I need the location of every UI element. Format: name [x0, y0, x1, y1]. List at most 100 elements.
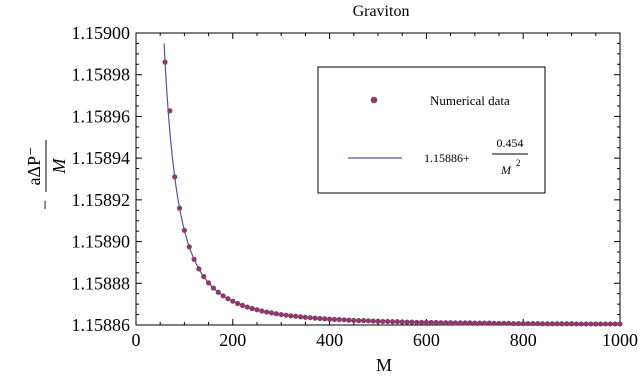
- data-point: [375, 318, 381, 324]
- data-point: [273, 311, 279, 317]
- x-tick-label: 1000: [602, 330, 638, 350]
- legend-point-marker: [370, 96, 378, 104]
- data-point: [235, 300, 241, 307]
- data-point: [477, 320, 483, 326]
- data-point: [457, 320, 463, 326]
- y-axis-title-numerator: aΔP⁻: [24, 146, 44, 185]
- data-point: [443, 320, 449, 326]
- data-point: [569, 321, 575, 327]
- data-point: [583, 321, 589, 327]
- y-tick-label: 1.15888: [72, 273, 131, 293]
- y-axis-title: − aΔP⁻ M: [24, 140, 69, 210]
- data-point: [472, 320, 478, 326]
- data-point: [360, 318, 367, 324]
- data-point: [423, 319, 429, 325]
- data-point: [535, 320, 541, 327]
- data-point: [297, 314, 304, 320]
- data-point: [268, 310, 275, 316]
- data-point: [196, 266, 202, 272]
- data-point: [564, 321, 570, 327]
- data-point: [598, 321, 604, 327]
- x-tick-label: 800: [510, 330, 537, 350]
- legend-fit-denominator: M: [500, 163, 512, 177]
- data-point: [496, 320, 502, 326]
- y-axis-title-sign: −: [35, 200, 55, 210]
- x-tick-label: 600: [413, 330, 440, 350]
- data-point: [491, 320, 497, 326]
- data-point: [501, 320, 507, 326]
- y-tick-label: 1.15890: [72, 232, 131, 252]
- legend-fit-numerator: 0.454: [497, 136, 524, 150]
- data-point: [428, 319, 434, 326]
- data-point: [588, 321, 594, 327]
- legend-fit-exponent: 2: [516, 158, 521, 168]
- x-axis-title: M: [376, 355, 392, 375]
- data-point: [288, 313, 294, 319]
- data-point: [617, 321, 623, 327]
- data-point: [506, 320, 512, 326]
- data-point: [525, 320, 531, 327]
- data-point: [414, 319, 420, 325]
- data-point: [593, 321, 599, 327]
- data-point: [438, 320, 444, 326]
- data-point: [549, 321, 555, 327]
- chart-title: Graviton: [353, 3, 410, 20]
- data-point: [385, 318, 391, 325]
- data-point: [462, 320, 468, 326]
- y-tick-label: 1.15898: [72, 65, 131, 85]
- legend-box: [317, 66, 546, 194]
- y-tick-label: 1.15900: [72, 23, 131, 43]
- y-tick-label: 1.15896: [72, 106, 131, 126]
- data-point: [481, 320, 488, 326]
- data-point: [220, 293, 226, 299]
- data-point: [249, 305, 255, 312]
- y-axis-ticks: 1.15886 1.15888 1.15890 1.15892 1.15894 1.158…: [72, 23, 620, 335]
- data-point: [186, 244, 192, 250]
- data-point: [283, 312, 289, 318]
- data-point: [433, 319, 439, 326]
- data-point: [254, 307, 260, 313]
- data-point: [351, 317, 357, 324]
- data-point: [452, 320, 459, 326]
- data-point: [162, 59, 168, 65]
- data-point: [307, 315, 313, 321]
- data-point: [230, 298, 236, 304]
- data-point: [244, 304, 250, 310]
- data-point: [201, 274, 207, 280]
- data-point: [336, 316, 342, 323]
- data-point: [520, 320, 526, 327]
- data-point: [264, 309, 270, 315]
- data-point: [278, 311, 284, 318]
- plot-area: [162, 43, 623, 327]
- data-point: [317, 315, 323, 322]
- data-point: [181, 227, 187, 233]
- data-point: [418, 319, 425, 325]
- data-point: [331, 316, 338, 322]
- data-point: [530, 320, 536, 327]
- data-point: [486, 320, 492, 326]
- data-point: [312, 315, 318, 321]
- data-point: [389, 319, 396, 325]
- data-point: [554, 321, 560, 327]
- data-point: [380, 318, 386, 325]
- data-point: [370, 318, 376, 324]
- data-point: [448, 320, 454, 326]
- data-point: [573, 321, 580, 327]
- data-point: [602, 321, 609, 327]
- data-point: [515, 320, 521, 327]
- data-point: [172, 174, 178, 180]
- data-point: [404, 319, 410, 325]
- data-point: [612, 321, 618, 327]
- data-point: [559, 321, 565, 327]
- data-point: [167, 108, 173, 114]
- x-tick-label: 400: [316, 330, 343, 350]
- x-tick-label: 0: [132, 330, 141, 350]
- y-tick-label: 1.15892: [72, 190, 131, 210]
- data-point: [346, 317, 352, 323]
- data-point: [239, 302, 246, 308]
- data-point: [356, 318, 362, 324]
- data-point: [510, 320, 517, 327]
- data-point: [539, 321, 546, 327]
- legend-fit-prefix: 1.15886+: [424, 151, 470, 165]
